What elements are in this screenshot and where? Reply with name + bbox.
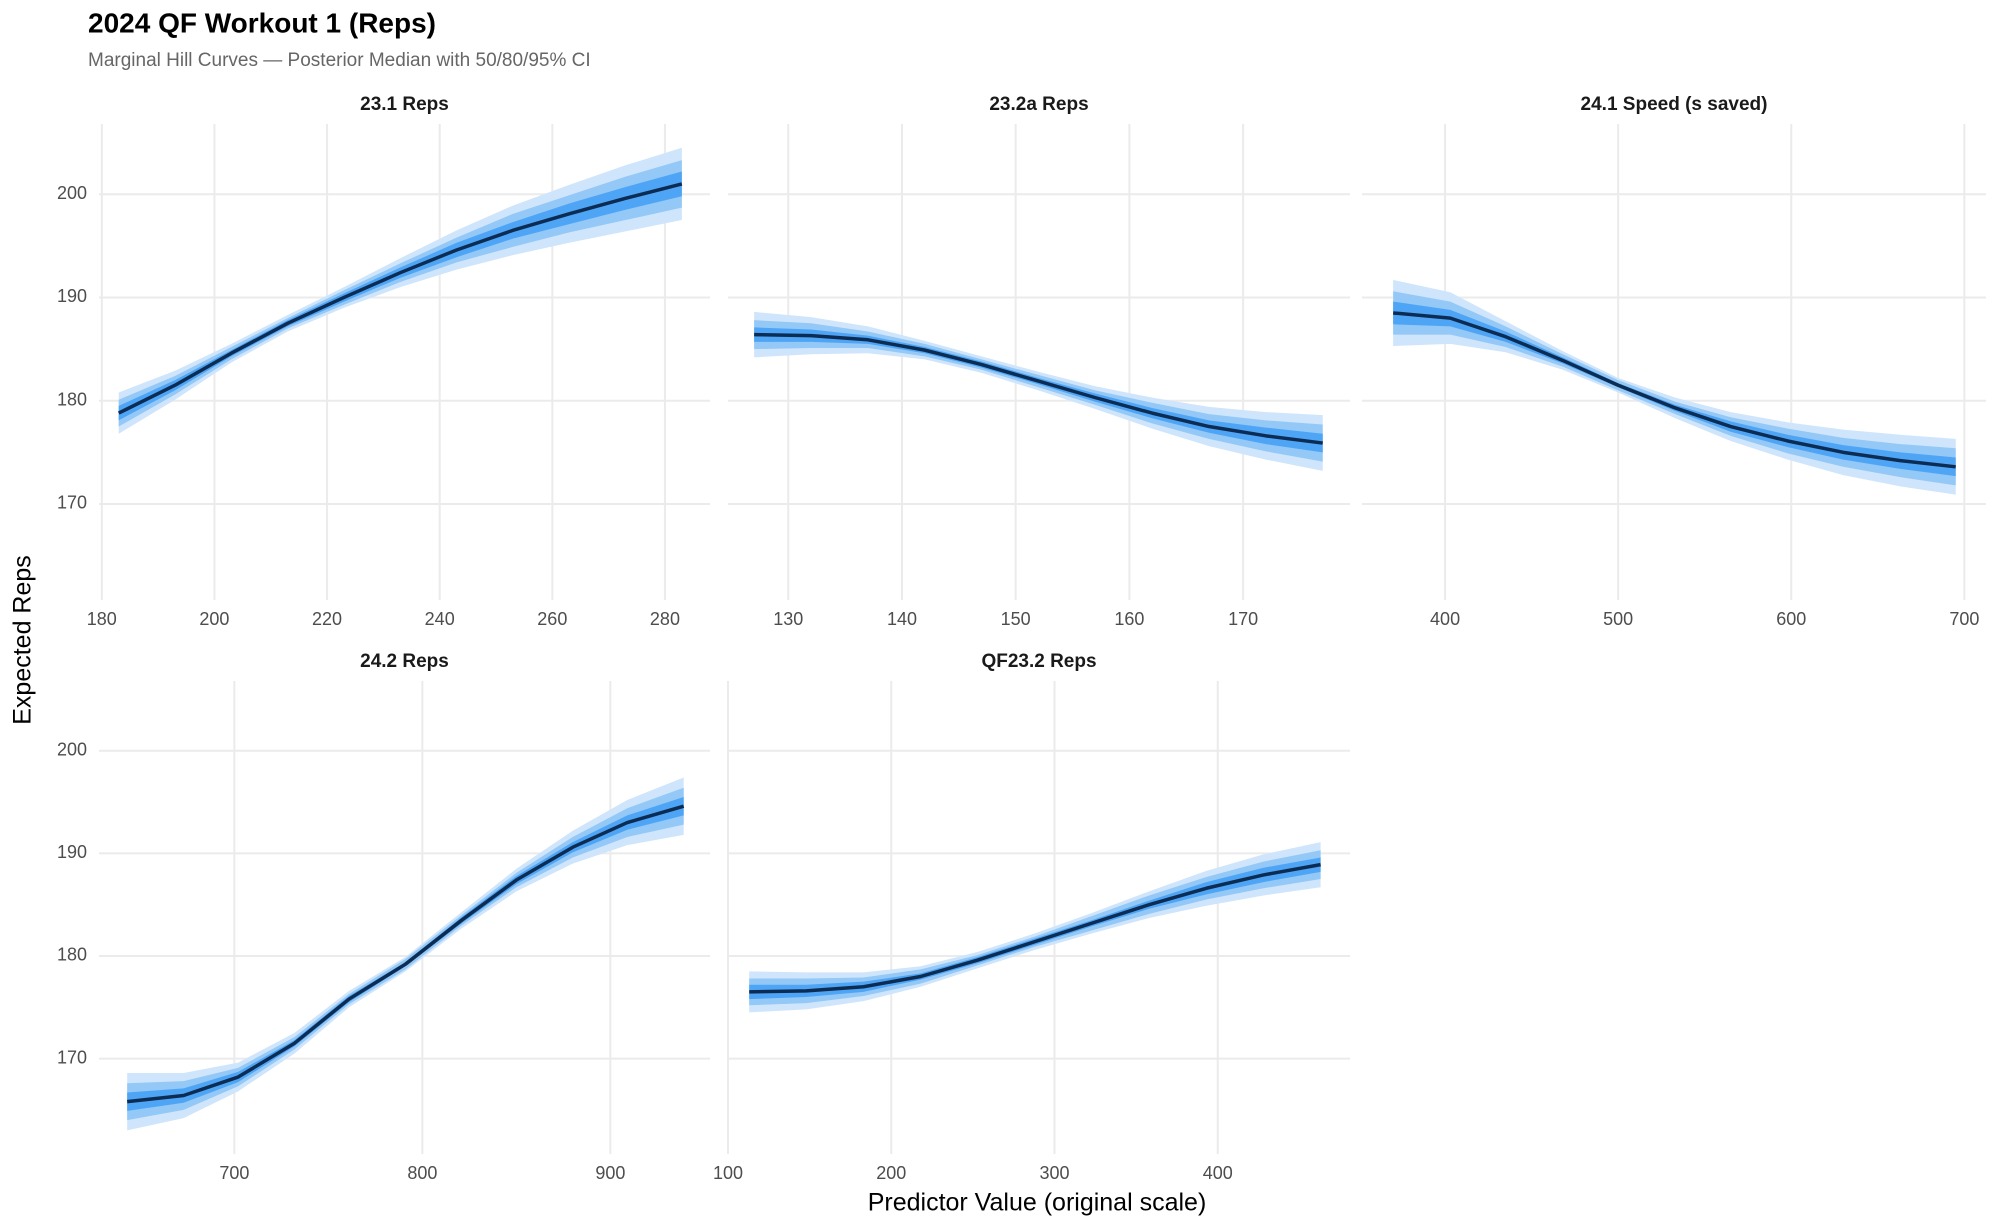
x-tick-label: 130 <box>773 609 803 629</box>
x-tick-label: 400 <box>1203 1163 1233 1183</box>
y-tick-label: 200 <box>57 740 87 760</box>
y-tick-label: 190 <box>57 286 87 306</box>
ci-band <box>1393 301 1956 477</box>
x-tick-label: 900 <box>595 1163 625 1183</box>
chart-subtitle: Marginal Hill Curves — Posterior Median … <box>88 50 591 71</box>
median-line <box>749 862 1321 994</box>
y-tick-label: 200 <box>57 183 87 203</box>
median-line <box>127 804 685 1104</box>
x-tick-label: 100 <box>713 1163 743 1183</box>
median-line <box>117 182 683 415</box>
panel-title: QF23.2 Reps <box>981 651 1096 672</box>
x-tick-label: 300 <box>1039 1163 1069 1183</box>
x-tick-label: 200 <box>876 1163 906 1183</box>
ci-band <box>127 796 684 1111</box>
median-line <box>754 332 1323 445</box>
panel-title: 23.2a Reps <box>989 94 1088 115</box>
x-tick-label: 400 <box>1430 609 1460 629</box>
x-tick-label: 500 <box>1603 609 1633 629</box>
y-tick-label: 180 <box>57 945 87 965</box>
x-tick-label: 260 <box>537 609 567 629</box>
x-tick-label: 160 <box>1114 609 1144 629</box>
x-tick-label: 700 <box>219 1163 249 1183</box>
x-tick-label: 220 <box>312 609 342 629</box>
y-tick-label: 180 <box>57 389 87 409</box>
x-tick-label: 200 <box>199 609 229 629</box>
x-tick-label: 240 <box>425 609 455 629</box>
x-axis-label: Predictor Value (original scale) <box>868 1189 1207 1217</box>
y-tick-label: 170 <box>57 1047 87 1067</box>
median-line <box>1393 311 1956 469</box>
x-tick-label: 700 <box>1949 609 1979 629</box>
ci-band <box>749 850 1321 1006</box>
ci-band <box>749 842 1321 1013</box>
y-tick-label: 190 <box>57 842 87 862</box>
y-tick-label: 170 <box>57 493 87 513</box>
x-tick-label: 140 <box>887 609 917 629</box>
ci-band <box>127 787 684 1121</box>
x-tick-label: 280 <box>650 609 680 629</box>
panel-title: 24.2 Reps <box>360 651 449 672</box>
ci-band <box>1393 291 1956 486</box>
ci-band <box>118 171 682 421</box>
x-tick-label: 150 <box>1001 609 1031 629</box>
x-tick-label: 170 <box>1228 609 1258 629</box>
x-tick-label: 180 <box>87 609 117 629</box>
x-tick-label: 800 <box>407 1163 437 1183</box>
ci-band <box>754 320 1323 462</box>
chart-title: 2024 QF Workout 1 (Reps) <box>88 7 436 38</box>
panel-title: 24.1 Speed (s saved) <box>1581 94 1768 115</box>
y-axis-label: Expected Reps <box>9 555 37 725</box>
panel-title: 23.1 Reps <box>360 94 449 115</box>
x-tick-label: 600 <box>1776 609 1806 629</box>
ci-band <box>749 857 1321 1000</box>
